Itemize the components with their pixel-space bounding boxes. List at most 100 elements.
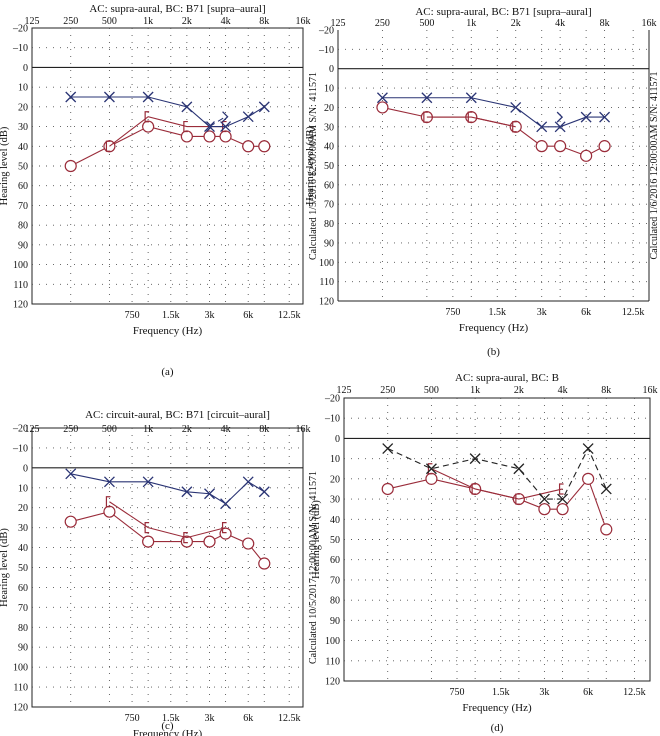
panel-label: (d): [491, 722, 504, 734]
y-tick-label: 10: [18, 83, 28, 94]
data-point-cross: [421, 92, 433, 104]
panel-label: (b): [487, 346, 500, 358]
x-tick-label-top: 500: [424, 385, 439, 396]
y-tick-label: 120: [325, 677, 340, 688]
x-axis-label: Frequency (Hz): [133, 728, 203, 736]
x-axis-label: Frequency (Hz): [459, 322, 529, 334]
y-tick-label: –10: [324, 414, 340, 425]
y-tick-label: 90: [324, 238, 334, 249]
x-tick-label-top: 125: [25, 16, 40, 27]
series-line: [70, 96, 265, 128]
x-tick-label-top: 250: [375, 18, 390, 29]
x-tick-label-bottom: 3k: [205, 713, 215, 724]
data-point-circle: [535, 140, 548, 153]
data-point-cross: [376, 92, 388, 104]
x-tick-label-top: 125: [337, 385, 352, 396]
data-point-bracket: [423, 111, 428, 123]
x-axis-label: Frequency (Hz): [133, 325, 203, 337]
y-tick-label: 50: [330, 535, 340, 546]
series-left-air-conduction: [65, 91, 270, 133]
series-line: [382, 106, 605, 157]
data-point-bracket: [144, 111, 150, 123]
y-tick-label: 60: [324, 180, 334, 191]
chart-title: AC: supra-aural, BC: B: [455, 372, 559, 384]
y-tick-label: –10: [12, 443, 28, 454]
y-tick-label: 70: [330, 575, 340, 586]
y-tick-label: 20: [18, 503, 28, 514]
x-tick-label-bottom: 12.5k: [623, 687, 646, 698]
y-tick-label: 100: [13, 260, 28, 271]
y-tick-label: 100: [325, 636, 340, 647]
x-tick-label-bottom: 750: [125, 713, 140, 724]
series-line: [426, 116, 516, 128]
x-tick-label-bottom: 750: [449, 687, 464, 698]
y-tick-label: 10: [330, 454, 340, 465]
x-tick-label-bottom: 1.5k: [162, 713, 180, 724]
data-point-circle: [242, 537, 255, 550]
data-point-circle: [203, 535, 216, 548]
y-tick-label: 60: [18, 181, 28, 192]
data-point-circle: [258, 557, 271, 570]
data-point-circle: [598, 140, 611, 153]
data-point-bracket: [105, 496, 111, 508]
data-point-circle: [600, 523, 613, 536]
chart-title: AC: supra-aural, BC: B71 [supra–aural]: [89, 3, 265, 15]
x-tick-label-top: 125: [25, 424, 40, 435]
chart-title: AC: circuit-aural, BC: B71 [circuit–aura…: [85, 409, 270, 421]
x-tick-label-bottom: 6k: [243, 713, 253, 724]
data-point-bracket: [471, 483, 477, 495]
y-tick-label: –10: [12, 43, 28, 54]
x-tick-label-bottom: 6k: [583, 687, 593, 698]
x-tick-label-top: 2k: [182, 16, 192, 27]
y-tick-label: 10: [324, 84, 334, 95]
x-tick-label-top: 8k: [600, 18, 610, 29]
data-point-cross: [65, 468, 77, 480]
x-tick-label-bottom: 6k: [581, 307, 591, 318]
data-point-circle: [582, 472, 595, 485]
x-axis-label: Frequency (Hz): [462, 702, 532, 714]
x-tick-label-top: 250: [380, 385, 395, 396]
x-tick-label-top: 1k: [470, 385, 480, 396]
data-point-cross: [65, 91, 77, 103]
data-point-bracket: [427, 463, 433, 475]
x-tick-label-top: 16k: [296, 424, 311, 435]
series-line: [387, 447, 607, 500]
x-tick-label-bottom: 12.5k: [278, 713, 301, 724]
y-axis-label: Hearing level (dB): [0, 126, 10, 205]
x-tick-label-top: 125: [331, 18, 346, 29]
data-point-cross: [103, 91, 115, 103]
y-axis-label: Hearing level (dB): [0, 528, 10, 607]
data-point-cross: [557, 493, 569, 505]
x-tick-label-top: 2k: [182, 424, 192, 435]
data-point-cross: [382, 443, 394, 454]
data-point-cross: [258, 101, 270, 113]
y-tick-label: 120: [13, 300, 28, 311]
data-point-bracket: [183, 120, 188, 133]
audiogram-panel-c: AC: circuit-aural, BC: B71 [circuit–aura…: [0, 409, 319, 736]
series-line: [209, 116, 226, 128]
data-point-cross: [554, 121, 566, 133]
y-tick-label: –20: [318, 26, 334, 37]
y-tick-label: 30: [324, 122, 334, 133]
x-tick-label-bottom: 12.5k: [278, 310, 301, 321]
y-tick-label: 50: [18, 162, 28, 173]
data-point-circle: [554, 140, 567, 153]
data-point-circle: [556, 503, 569, 516]
data-point-bracket: [467, 111, 473, 123]
data-point-circle: [142, 535, 155, 548]
y-tick-label: 80: [330, 596, 340, 607]
x-tick-label-top: 8k: [259, 424, 269, 435]
y-tick-label: 80: [324, 219, 334, 230]
y-tick-label: 110: [13, 683, 28, 694]
panel-label: (c): [161, 720, 174, 732]
audiogram-panel-b: AC: supra-aural, BC: B71 [supra–aural] –2…: [305, 6, 660, 358]
data-point-cross: [181, 486, 193, 498]
audiogram-panel-d: AC: supra-aural, BC: B –20 –10 0 10 20 30 40 50 6…: [311, 372, 658, 734]
panel-label: (a): [161, 366, 174, 378]
x-tick-label-bottom: 3k: [539, 687, 549, 698]
series-left-air-conduction: [376, 92, 611, 133]
data-point-circle: [258, 140, 271, 153]
data-point-cross: [242, 476, 254, 488]
y-tick-label: 20: [330, 474, 340, 485]
data-point-circle: [376, 101, 389, 114]
